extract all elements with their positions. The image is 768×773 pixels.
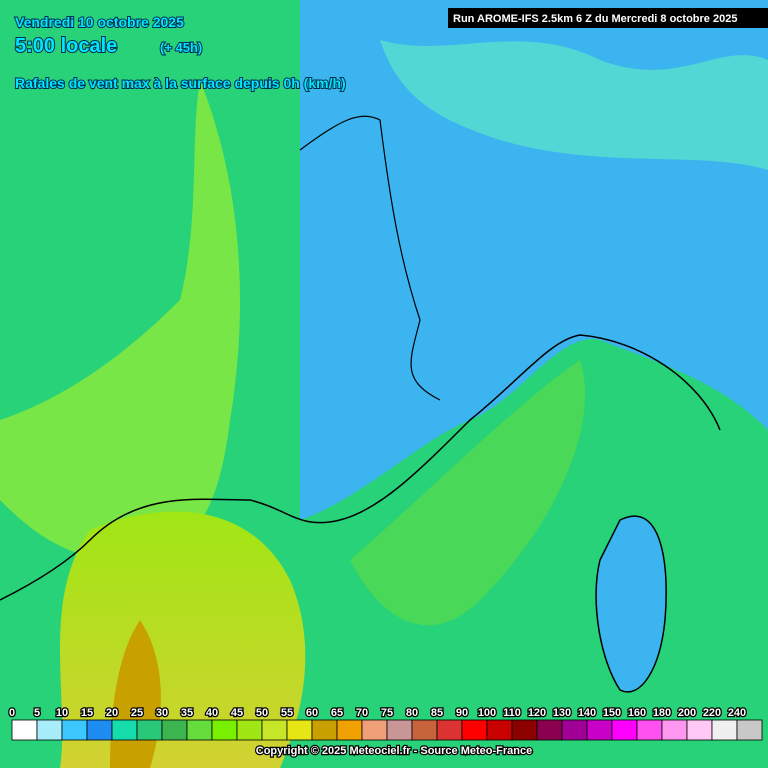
legend-swatch xyxy=(336,719,363,741)
legend-swatch xyxy=(711,719,738,741)
legend-label: 35 xyxy=(181,707,193,719)
legend-swatch xyxy=(586,719,613,741)
legend-label: 80 xyxy=(406,707,418,719)
legend-label: 25 xyxy=(131,707,143,719)
legend-swatch xyxy=(61,719,88,741)
run-box xyxy=(448,8,768,28)
legend-label: 90 xyxy=(456,707,468,719)
legend-swatch xyxy=(86,719,113,741)
run-info: Run AROME-IFS 2.5km 6 Z du Mercredi 8 oc… xyxy=(453,13,737,25)
legend-swatch xyxy=(361,719,388,741)
legend-label: 55 xyxy=(281,707,293,719)
legend-label: 200 xyxy=(678,707,696,719)
legend-swatch xyxy=(436,719,463,741)
legend-label: 100 xyxy=(478,707,496,719)
legend-swatch xyxy=(186,719,213,741)
legend-label: 130 xyxy=(553,707,571,719)
legend-swatch xyxy=(461,719,488,741)
legend-label: 10 xyxy=(56,707,68,719)
legend-label: 180 xyxy=(653,707,671,719)
legend-swatch xyxy=(411,719,438,741)
legend-swatch xyxy=(636,719,663,741)
legend-label: 140 xyxy=(578,707,596,719)
legend-label: 40 xyxy=(206,707,218,719)
legend-swatch xyxy=(311,719,338,741)
legend-swatch xyxy=(111,719,138,741)
legend-swatch xyxy=(136,719,163,741)
date: Vendredi 10 octobre 2025 xyxy=(15,14,184,30)
legend-label: 15 xyxy=(81,707,93,719)
legend-label: 240 xyxy=(728,707,746,719)
legend-swatch xyxy=(386,719,413,741)
legend-label: 75 xyxy=(381,707,393,719)
legend-swatch xyxy=(661,719,688,741)
time: 5:00 locale xyxy=(15,35,117,57)
legend-swatch xyxy=(686,719,713,741)
legend-swatch xyxy=(561,719,588,741)
corsica-coast xyxy=(595,515,667,693)
subtitle: Rafales de vent max à la surface depuis … xyxy=(15,75,346,91)
legend: 0 5 10 15 20 25 30 35 40 45 50 55 60 65 70 75 80 85 90 100 1… xyxy=(8,706,763,741)
legend-label: 220 xyxy=(703,707,721,719)
border xyxy=(299,115,441,401)
legend-label: 60 xyxy=(306,707,318,719)
legend-swatch xyxy=(486,719,513,741)
legend-swatch xyxy=(36,719,63,741)
legend-label: 70 xyxy=(356,707,368,719)
legend-label: 160 xyxy=(628,707,646,719)
legend-label: 0 xyxy=(9,707,15,719)
legend-label: 30 xyxy=(156,707,168,719)
legend-swatch xyxy=(161,719,188,741)
legend-swatch xyxy=(286,719,313,741)
coastline xyxy=(0,334,721,601)
corsica xyxy=(596,516,667,692)
relief xyxy=(380,40,768,170)
legend-label: 45 xyxy=(231,707,243,719)
legend-label: 110 xyxy=(503,707,521,719)
copyright: Copyright © 2025 Meteociel.fr - Source M… xyxy=(256,745,532,757)
legend-label: 65 xyxy=(331,707,343,719)
legend-label: 85 xyxy=(431,707,443,719)
sea-band xyxy=(350,360,586,626)
legend-label: 5 xyxy=(34,707,40,719)
legend-label: 50 xyxy=(256,707,268,719)
legend-swatch xyxy=(211,719,238,741)
legend-label: 150 xyxy=(603,707,621,719)
legend-swatch xyxy=(536,719,563,741)
legend-swatch xyxy=(11,719,38,741)
legend-swatch xyxy=(236,719,263,741)
legend-swatch xyxy=(736,719,763,741)
legend-swatch xyxy=(261,719,288,741)
offset: (+ 45h) xyxy=(160,40,202,55)
legend-label: 120 xyxy=(528,707,546,719)
rhone-valley xyxy=(0,80,240,560)
legend-swatch xyxy=(511,719,538,741)
legend-label: 20 xyxy=(106,707,118,719)
legend-swatch xyxy=(611,719,638,741)
